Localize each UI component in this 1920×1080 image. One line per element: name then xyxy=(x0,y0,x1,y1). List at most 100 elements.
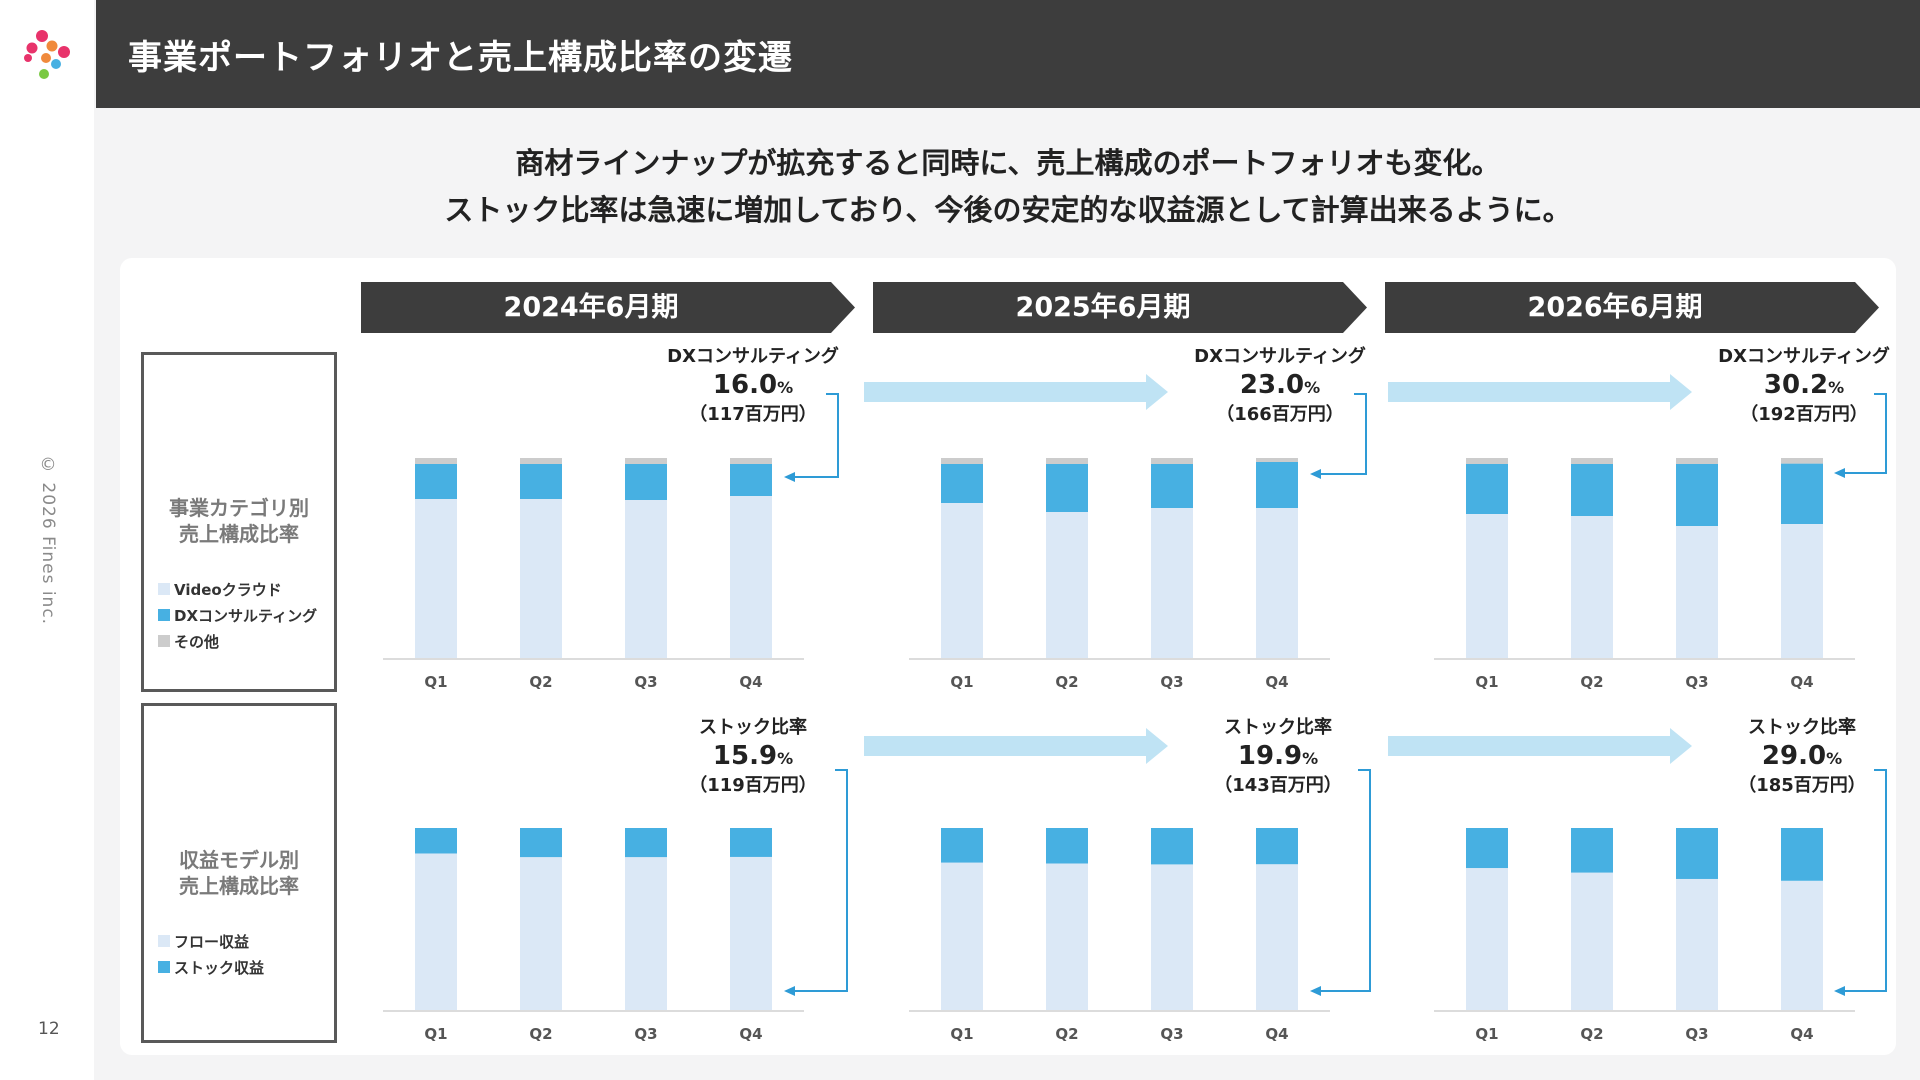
progress-arrow-top xyxy=(864,374,1168,410)
copyright: © 2026 Fines inc. xyxy=(38,455,58,626)
x-tick-label: Q3 xyxy=(634,673,657,691)
bar-segment-stock xyxy=(1781,828,1823,881)
annotation-amount: （166百万円） xyxy=(1216,404,1344,425)
bar-segment-video xyxy=(1676,526,1718,658)
bar-segment-flow xyxy=(941,862,983,1010)
annotation-percent: 16.0% xyxy=(712,370,794,400)
bar-segment-stock xyxy=(941,828,983,863)
connector-arrow xyxy=(794,769,848,992)
bar-segment-dx xyxy=(1046,464,1088,512)
legend-title-line-1: 事業カテゴリ別 xyxy=(169,496,309,520)
x-tick-label: Q1 xyxy=(950,673,973,691)
x-tick-label: Q2 xyxy=(529,1025,552,1043)
x-tick-label: Q2 xyxy=(1580,1025,1603,1043)
page-number: 12 xyxy=(38,1019,60,1039)
connector-arrow xyxy=(794,393,839,478)
bar-segment-other xyxy=(941,458,983,464)
bar-segment-stock xyxy=(1466,828,1508,869)
x-tick-label: Q2 xyxy=(1055,1025,1078,1043)
bar-segment-other xyxy=(1466,458,1508,464)
progress-arrow-top xyxy=(1388,374,1692,410)
subtitle: 商材ラインナップが拡充すると同時に、売上構成のポートフォリオも変化。 ストック比… xyxy=(96,140,1920,234)
x-tick-label: Q3 xyxy=(1160,1025,1183,1043)
bar-segment-other xyxy=(1781,458,1823,464)
legend-title: 収益モデル別 売上構成比率 xyxy=(144,847,334,899)
x-tick-label: Q2 xyxy=(529,673,552,691)
bar-segment-video xyxy=(1046,512,1088,658)
x-tick-label: Q4 xyxy=(1265,673,1288,691)
legend-swatch xyxy=(158,635,170,647)
bar-segment-video xyxy=(1151,508,1193,658)
bar-segment-flow xyxy=(1466,868,1508,1010)
annotation-percent: 23.0% xyxy=(1239,370,1321,400)
bar-segment-flow xyxy=(1571,872,1613,1010)
legend-title-line-1: 収益モデル別 xyxy=(179,848,299,872)
x-tick-label: Q4 xyxy=(1790,1025,1813,1043)
bar-segment-other xyxy=(1676,458,1718,464)
legend-business-category: 事業カテゴリ別 売上構成比率 Videoクラウド DXコンサルティング その他 xyxy=(141,352,337,692)
annotation-amount: （192百万円） xyxy=(1740,404,1868,425)
legend-swatch xyxy=(158,583,170,595)
connector-arrow xyxy=(1320,769,1371,992)
legend-title-line-2: 売上構成比率 xyxy=(179,522,299,546)
bar-segment-stock xyxy=(415,828,457,854)
legend-label: Videoクラウド xyxy=(174,580,282,599)
bar-segment-video xyxy=(1466,514,1508,658)
bar-segment-video xyxy=(1256,508,1298,658)
annotation-percent: 29.0% xyxy=(1761,741,1843,771)
annotation-stock-2026: ストック比率 29.0% （185百万円） xyxy=(1692,716,1912,797)
x-tick-label: Q1 xyxy=(424,673,447,691)
legend-label: DXコンサルティング xyxy=(174,606,318,625)
bar-segment-dx xyxy=(1256,462,1298,508)
x-tick-label: Q2 xyxy=(1055,673,1078,691)
legend-label: フロー収益 xyxy=(174,932,250,951)
bar-segment-other xyxy=(1256,458,1298,462)
bar-segment-flow xyxy=(1046,863,1088,1010)
bar-segment-video xyxy=(730,496,772,658)
annotation-label: DXコンサルティング xyxy=(1194,346,1366,367)
annotation-label: ストック比率 xyxy=(699,717,807,738)
subtitle-line-2: ストック比率は急速に増加しており、今後の安定的な収益源として計算出来るように。 xyxy=(444,193,1572,227)
bar-segment-other xyxy=(1151,458,1193,464)
bar-segment-dx xyxy=(1151,464,1193,508)
bar-segment-dx xyxy=(1571,464,1613,516)
annotation-dx-2025: DXコンサルティング 23.0% （166百万円） xyxy=(1170,345,1390,426)
annotation-dx-2026: DXコンサルティング 30.2% （192百万円） xyxy=(1694,345,1914,426)
connector-arrow-arrowhead xyxy=(1834,986,1845,996)
bar-segment-stock xyxy=(520,828,562,858)
x-tick-label: Q3 xyxy=(1160,673,1183,691)
legend-list: Videoクラウド DXコンサルティング その他 xyxy=(158,576,317,654)
legend-item-stock: ストック収益 xyxy=(158,954,264,980)
x-tick-label: Q4 xyxy=(1790,673,1813,691)
bar-segment-other xyxy=(1046,458,1088,464)
annotation-label: DXコンサルティング xyxy=(1718,346,1890,367)
legend-title-line-2: 売上構成比率 xyxy=(179,874,299,898)
legend-swatch xyxy=(158,609,170,621)
fines-logo-icon xyxy=(24,30,70,79)
connector-arrow-arrowhead xyxy=(784,472,795,482)
annotation-label: ストック比率 xyxy=(1224,717,1332,738)
legend-item-flow: フロー収益 xyxy=(158,928,264,954)
bar-segment-stock xyxy=(625,828,667,858)
connector-arrow xyxy=(1844,769,1887,992)
bar-segment-other xyxy=(520,458,562,464)
bar-segment-stock xyxy=(1571,828,1613,873)
legend-swatch xyxy=(158,935,170,947)
bar-segment-flow xyxy=(1151,864,1193,1010)
bar-segment-flow xyxy=(415,853,457,1010)
connector-arrow-arrowhead xyxy=(784,986,795,996)
x-tick-label: Q3 xyxy=(634,1025,657,1043)
annotation-amount: （143百万円） xyxy=(1214,775,1342,796)
bar-segment-video xyxy=(520,499,562,658)
bar-segment-dx xyxy=(520,464,562,499)
bar-segment-flow xyxy=(1781,880,1823,1010)
legend-title: 事業カテゴリ別 売上構成比率 xyxy=(144,495,334,547)
connector-arrow-arrowhead xyxy=(1310,986,1321,996)
annotation-label: DXコンサルティング xyxy=(667,346,839,367)
bar-segment-flow xyxy=(520,857,562,1010)
annotation-percent: 30.2% xyxy=(1763,370,1845,400)
slide-header: 事業ポートフォリオと売上構成比率の変遷 xyxy=(96,0,1920,108)
connector-arrow xyxy=(1844,393,1887,474)
bar-segment-flow xyxy=(1676,878,1718,1010)
page-title: 事業ポートフォリオと売上構成比率の変遷 xyxy=(128,38,793,78)
